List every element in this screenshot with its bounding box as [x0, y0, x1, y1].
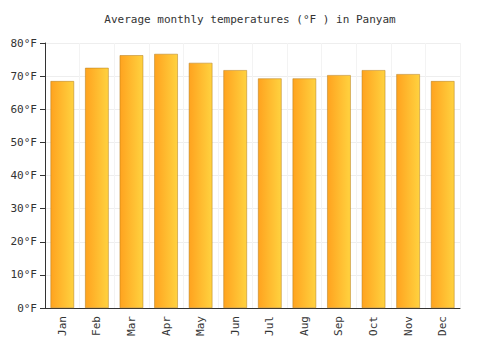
svg-text:60°F: 60°F — [11, 103, 38, 116]
svg-text:80°F: 80°F — [11, 37, 38, 50]
svg-text:Jun: Jun — [229, 316, 242, 336]
svg-text:Apr: Apr — [160, 316, 173, 336]
svg-text:30°F: 30°F — [11, 202, 38, 215]
svg-text:Feb: Feb — [90, 316, 103, 336]
svg-text:Sep: Sep — [332, 316, 345, 336]
svg-text:Aug: Aug — [298, 316, 311, 336]
svg-text:Oct: Oct — [367, 316, 380, 336]
svg-text:Jul: Jul — [263, 316, 276, 336]
svg-text:Average monthly temperatures (: Average monthly temperatures (°F ) in Pa… — [104, 13, 396, 26]
svg-text:10°F: 10°F — [11, 268, 38, 281]
svg-text:70°F: 70°F — [11, 70, 38, 83]
svg-text:Jan: Jan — [56, 316, 69, 336]
svg-text:40°F: 40°F — [11, 169, 38, 182]
svg-text:20°F: 20°F — [11, 235, 38, 248]
svg-text:50°F: 50°F — [11, 136, 38, 149]
svg-text:Mar: Mar — [125, 316, 138, 336]
svg-text:Dec: Dec — [436, 316, 449, 336]
svg-text:May: May — [194, 316, 207, 336]
svg-text:Nov: Nov — [402, 316, 415, 336]
svg-text:0°F: 0°F — [17, 302, 37, 315]
